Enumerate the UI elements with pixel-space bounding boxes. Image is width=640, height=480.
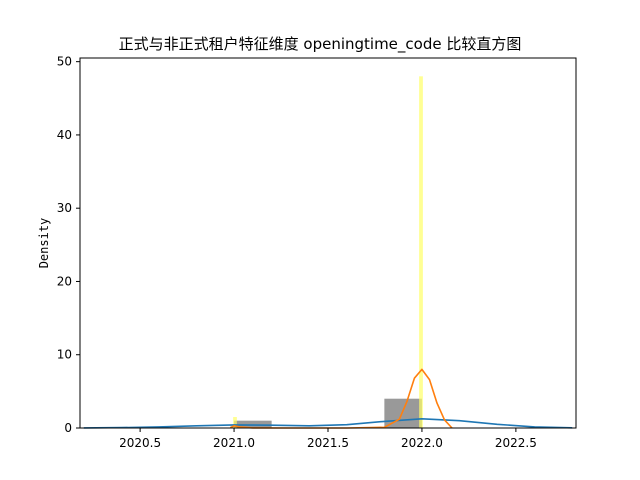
histogram-bar [419, 76, 423, 428]
plot-background [80, 58, 576, 428]
y-tick-label: 40 [57, 128, 72, 142]
kde-line [83, 417, 573, 429]
x-tick-label: 2022.5 [495, 436, 537, 450]
histogram-bar [233, 417, 237, 428]
x-tick-label: 2020.5 [119, 436, 161, 450]
x-tick-label: 2021.5 [307, 436, 349, 450]
chart-title: 正式与非正式租户特征维度 openingtime_code 比较直方图 [118, 35, 522, 53]
x-tick-label: 2021.0 [213, 436, 255, 450]
y-tick-label: 50 [57, 55, 72, 69]
kde-line [229, 368, 453, 429]
y-tick-label: 10 [57, 348, 72, 362]
x-tick-label: 2022.0 [401, 436, 443, 450]
y-tick-label: 20 [57, 274, 72, 288]
y-tick-label: 0 [64, 421, 72, 435]
plot-frame [79, 57, 577, 429]
y-tick-label: 30 [57, 201, 72, 215]
